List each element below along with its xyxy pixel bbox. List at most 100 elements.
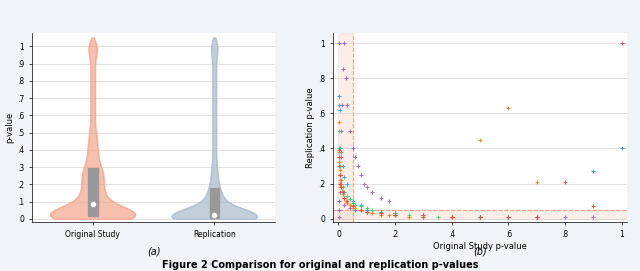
Point xyxy=(335,155,346,159)
Point xyxy=(531,215,541,219)
Point xyxy=(362,209,372,214)
Point xyxy=(356,208,366,212)
Point xyxy=(335,146,346,151)
Point xyxy=(390,211,400,216)
Point xyxy=(340,76,351,80)
Point xyxy=(342,194,352,198)
Point xyxy=(345,197,355,202)
Point xyxy=(447,215,457,219)
Point xyxy=(447,215,457,219)
Point xyxy=(376,211,386,216)
Point xyxy=(337,164,348,168)
Point xyxy=(335,173,345,177)
Bar xyxy=(333,210,627,219)
Point xyxy=(348,146,358,151)
Point xyxy=(362,209,372,214)
Point xyxy=(342,181,352,186)
Point xyxy=(337,102,347,107)
Point xyxy=(404,213,414,217)
Point xyxy=(350,202,360,207)
Point xyxy=(390,211,400,216)
Point xyxy=(588,204,598,209)
Point xyxy=(337,192,348,196)
Point xyxy=(404,215,414,219)
Point xyxy=(335,178,346,182)
Point xyxy=(342,199,352,203)
Point xyxy=(336,178,346,182)
Point xyxy=(560,215,570,219)
Point xyxy=(339,41,349,45)
Point xyxy=(335,181,346,186)
Point xyxy=(367,208,378,212)
Point xyxy=(335,164,345,168)
Point xyxy=(337,188,347,193)
Point xyxy=(335,173,346,177)
Point xyxy=(334,155,344,159)
Point xyxy=(335,108,345,112)
Point xyxy=(367,190,378,195)
Point xyxy=(334,102,344,107)
Point xyxy=(531,215,541,219)
Point xyxy=(503,215,513,219)
Point xyxy=(339,195,349,200)
Point xyxy=(336,150,346,154)
Point xyxy=(376,211,386,216)
Point xyxy=(334,208,344,212)
Point xyxy=(339,202,349,207)
Point xyxy=(419,213,429,217)
Point xyxy=(345,206,355,210)
Point xyxy=(337,67,348,72)
Point xyxy=(419,215,429,219)
Point xyxy=(475,215,485,219)
Point xyxy=(342,201,352,205)
Point xyxy=(335,181,345,186)
Point xyxy=(356,202,366,207)
Point xyxy=(339,190,349,195)
Point xyxy=(419,213,429,217)
Point xyxy=(336,185,346,189)
Point xyxy=(334,160,344,165)
Point xyxy=(333,215,344,219)
Point xyxy=(376,195,386,200)
Point xyxy=(362,185,372,189)
Point xyxy=(419,215,429,219)
Point xyxy=(336,129,346,133)
Point xyxy=(475,137,485,142)
Point xyxy=(333,120,344,124)
Point xyxy=(336,185,346,189)
Point xyxy=(475,215,485,219)
Point xyxy=(356,204,366,209)
Point xyxy=(433,215,443,219)
Point xyxy=(335,167,345,172)
Point xyxy=(616,146,627,151)
Text: (b): (b) xyxy=(473,247,487,257)
Point xyxy=(356,173,366,177)
Point xyxy=(334,155,344,159)
Point xyxy=(334,164,344,168)
Point xyxy=(334,93,344,98)
Point xyxy=(342,102,352,107)
Point xyxy=(334,150,344,154)
Point xyxy=(335,173,345,177)
Point xyxy=(362,208,372,212)
Point xyxy=(334,146,344,151)
Bar xyxy=(88,168,98,216)
Point xyxy=(475,215,485,219)
Point xyxy=(337,190,348,195)
Point xyxy=(560,180,570,184)
Point xyxy=(376,213,386,217)
Point xyxy=(359,181,369,186)
Point xyxy=(348,201,358,205)
Point xyxy=(335,173,346,177)
Point xyxy=(588,215,598,219)
Point xyxy=(350,208,360,212)
Point xyxy=(348,204,358,209)
Point xyxy=(348,204,358,209)
Point xyxy=(333,129,344,133)
Point xyxy=(348,199,358,203)
Point xyxy=(390,213,400,217)
Text: Figure 2 Comparison for original and replication p-values: Figure 2 Comparison for original and rep… xyxy=(162,260,478,270)
Point xyxy=(390,213,400,217)
Point xyxy=(334,199,344,203)
Point xyxy=(333,148,344,152)
